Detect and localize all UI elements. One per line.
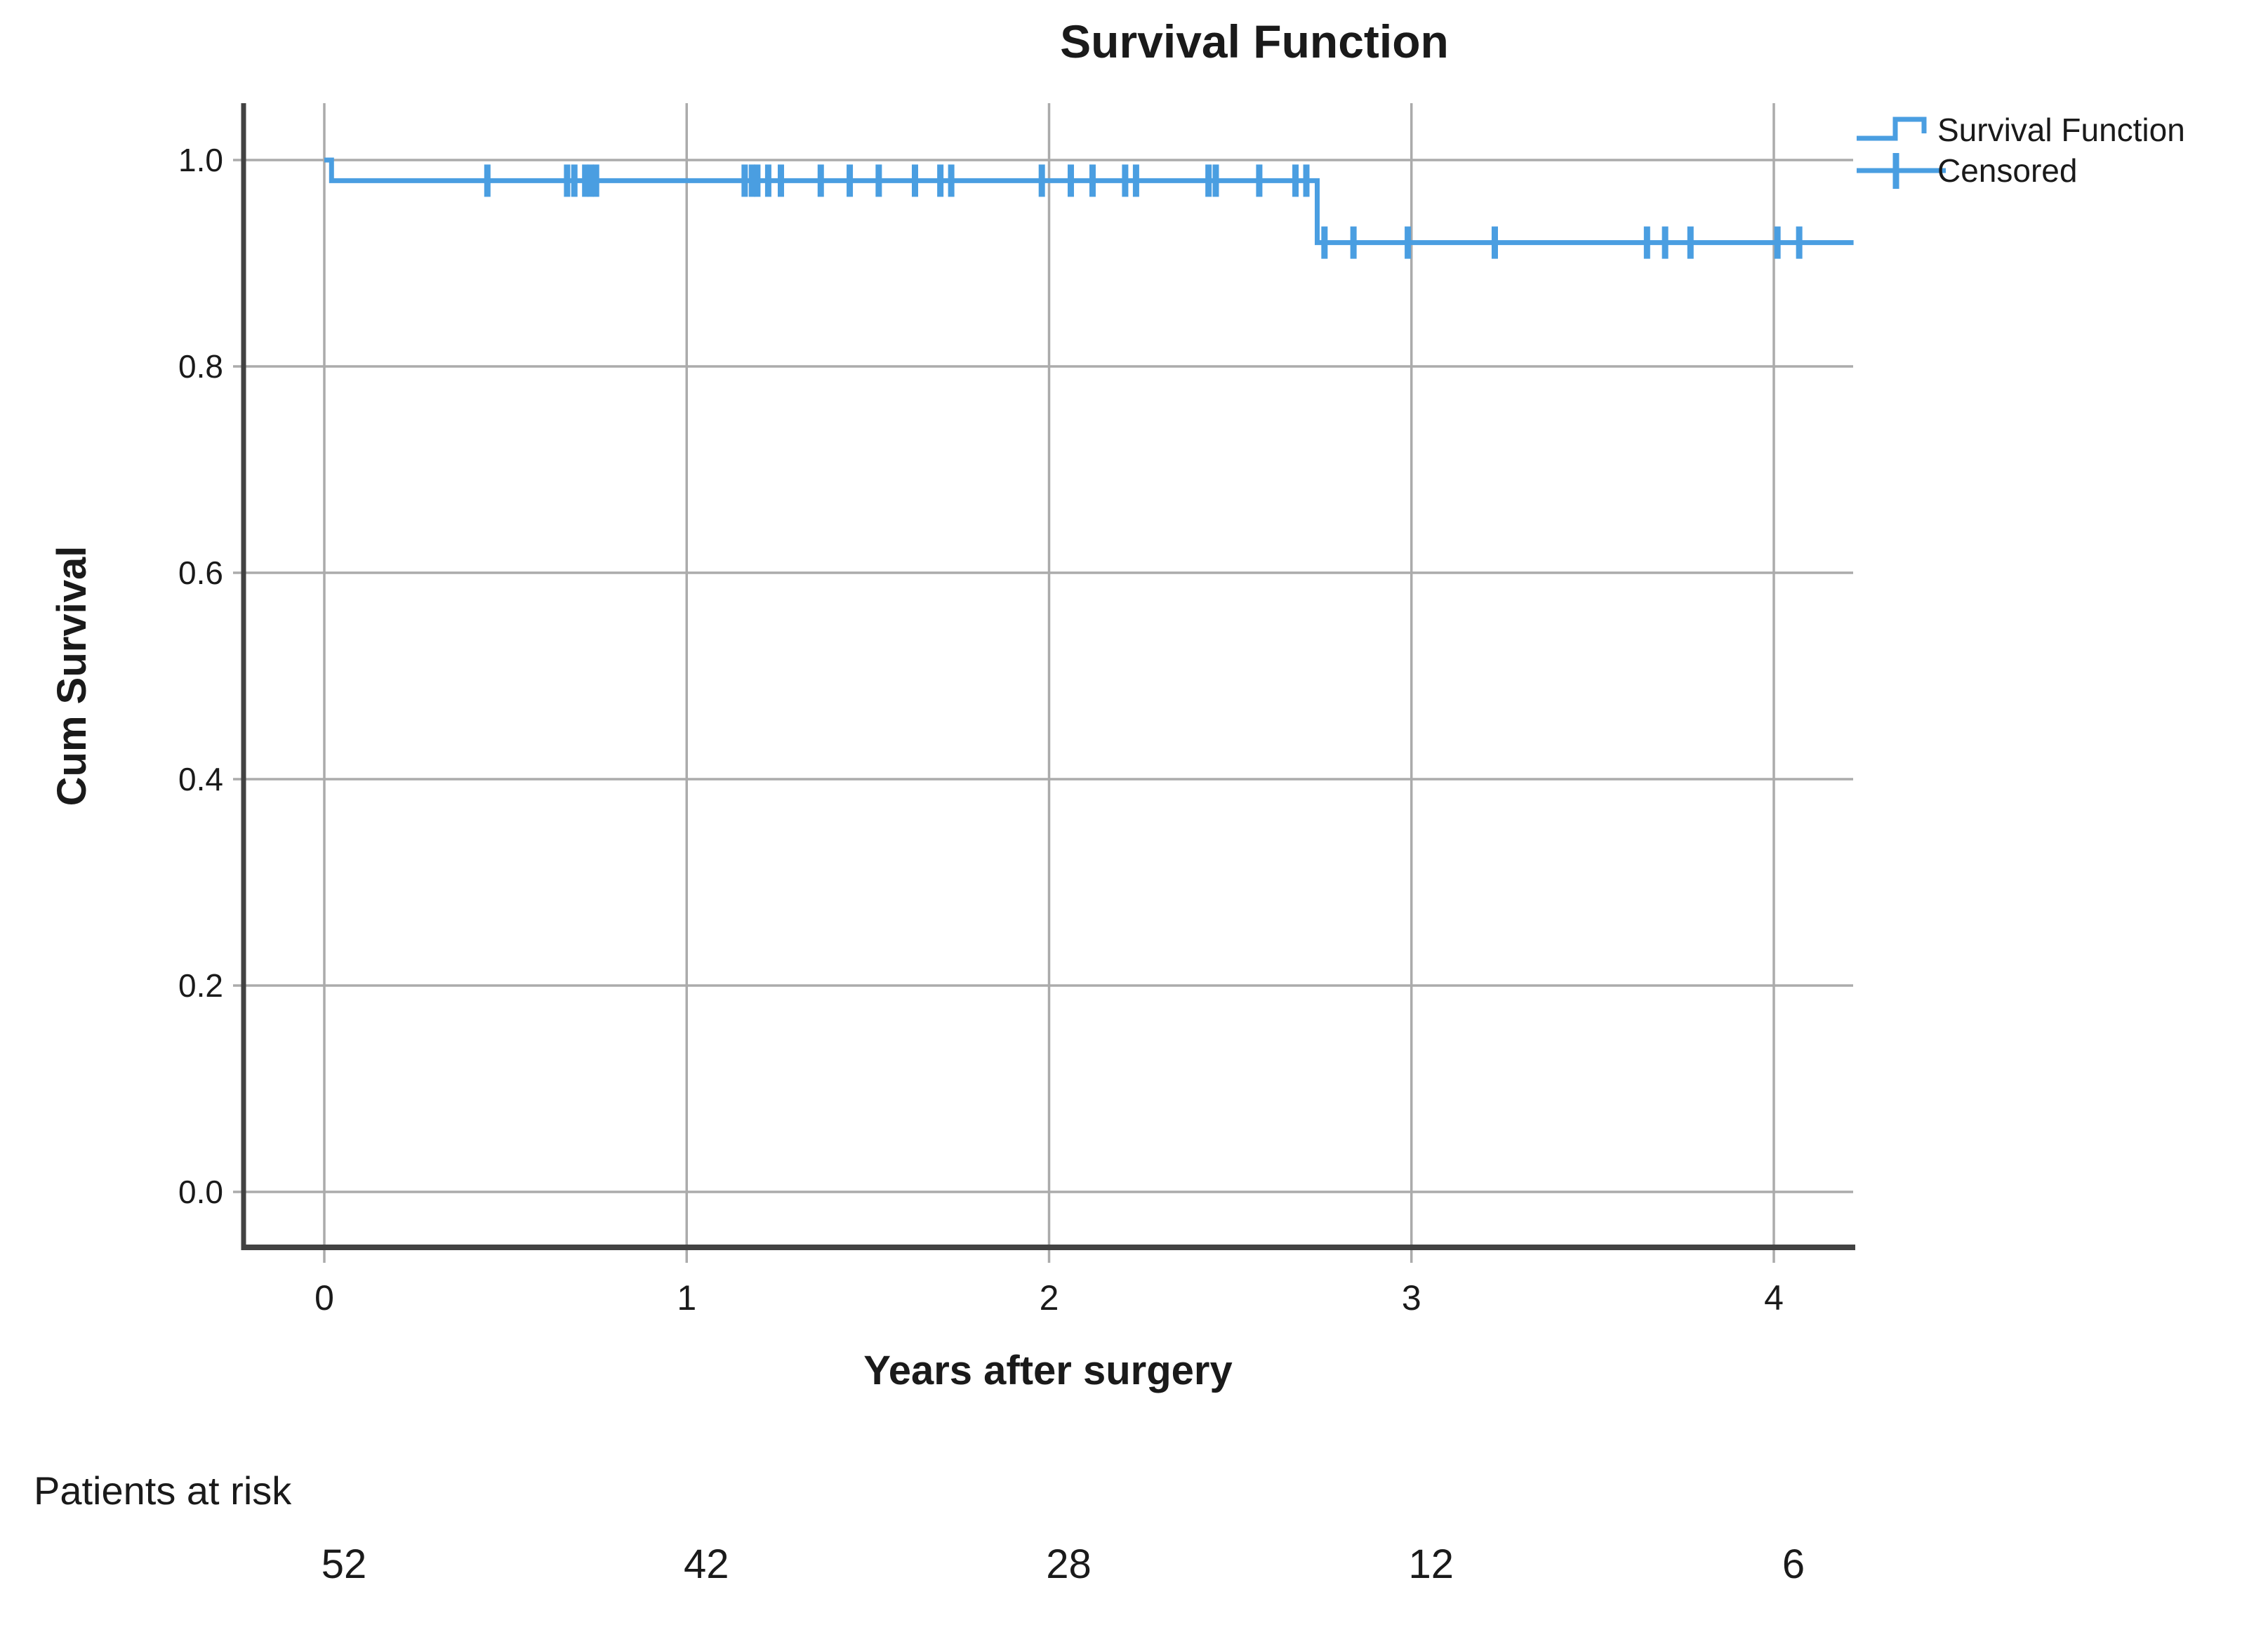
censored-marks [484,164,1803,259]
legend-symbols [1857,117,1946,189]
x-tick-label: 2 [1040,1278,1059,1318]
y-axis-label: Cum Survival [49,546,95,807]
x-tick-label: 0 [314,1278,334,1318]
y-tick-label: 0.0 [178,1174,223,1210]
legend-step-symbol [1857,117,1927,141]
at-risk-value: 6 [1782,1541,1805,1587]
legend-label-censored: Censored [1937,152,2077,189]
y-tick-label: 0.4 [178,761,223,797]
legend: Survival Function Censored [1857,112,2185,189]
at-risk-value: 12 [1408,1541,1454,1587]
y-tick-label: 1.0 [178,142,223,178]
y-tick-label: 0.2 [178,967,223,1004]
x-tick-label: 4 [1764,1278,1784,1318]
chart-title: Survival Function [1060,15,1449,67]
x-tick-label: 3 [1402,1278,1421,1318]
at-risk-value: 42 [684,1541,729,1587]
y-tick-label: 0.8 [178,348,223,385]
y-tick-label: 0.6 [178,555,223,591]
at-risk-value: 28 [1046,1541,1092,1587]
legend-label-survival-function: Survival Function [1937,112,2185,148]
x-axis-label: Years after surgery [863,1348,1233,1393]
axis-frame [241,103,1855,1250]
at-risk-value: 52 [321,1541,367,1587]
gridlines [233,103,1853,1263]
tick-labels: 0.0 0.2 0.4 0.6 0.8 1.0 0 1 2 3 4 [178,142,1784,1318]
at-risk-values: 52 42 28 12 6 [321,1541,1805,1587]
survival-step-line [324,157,1854,246]
x-tick-label: 1 [677,1278,696,1318]
at-risk-label: Patients at risk [34,1468,292,1513]
